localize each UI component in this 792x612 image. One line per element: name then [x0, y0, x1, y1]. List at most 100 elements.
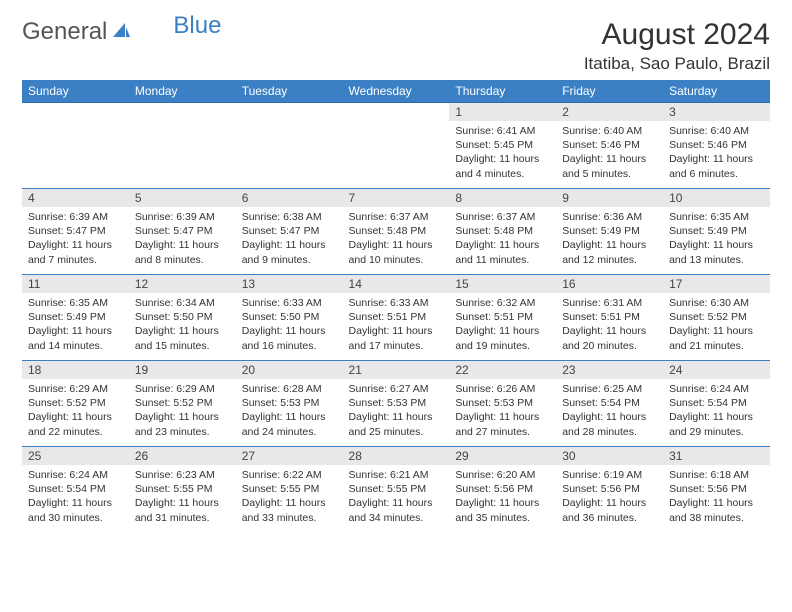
- calendar-week-row: 25Sunrise: 6:24 AMSunset: 5:54 PMDayligh…: [22, 447, 770, 533]
- sunset-text: Sunset: 5:48 PM: [455, 224, 550, 238]
- daylight-text: Daylight: 11 hours and 10 minutes.: [349, 238, 444, 266]
- sunset-text: Sunset: 5:52 PM: [28, 396, 123, 410]
- day-number: 26: [129, 447, 236, 465]
- sunrise-text: Sunrise: 6:24 AM: [28, 468, 123, 482]
- daylight-text: Daylight: 11 hours and 22 minutes.: [28, 410, 123, 438]
- day-number: 4: [22, 189, 129, 207]
- day-number: 12: [129, 275, 236, 293]
- sunrise-text: Sunrise: 6:38 AM: [242, 210, 337, 224]
- sunrise-text: Sunrise: 6:29 AM: [135, 382, 230, 396]
- calendar-day-cell: 29Sunrise: 6:20 AMSunset: 5:56 PMDayligh…: [449, 447, 556, 533]
- sunset-text: Sunset: 5:47 PM: [28, 224, 123, 238]
- daylight-text: Daylight: 11 hours and 5 minutes.: [562, 152, 657, 180]
- daylight-text: Daylight: 11 hours and 8 minutes.: [135, 238, 230, 266]
- sunrise-text: Sunrise: 6:35 AM: [28, 296, 123, 310]
- sunset-text: Sunset: 5:46 PM: [562, 138, 657, 152]
- day-details: Sunrise: 6:36 AMSunset: 5:49 PMDaylight:…: [556, 207, 663, 271]
- day-details: Sunrise: 6:26 AMSunset: 5:53 PMDaylight:…: [449, 379, 556, 443]
- sunset-text: Sunset: 5:51 PM: [455, 310, 550, 324]
- sunset-text: Sunset: 5:54 PM: [562, 396, 657, 410]
- sunrise-text: Sunrise: 6:23 AM: [135, 468, 230, 482]
- sunrise-text: Sunrise: 6:37 AM: [349, 210, 444, 224]
- sunset-text: Sunset: 5:50 PM: [135, 310, 230, 324]
- daylight-text: Daylight: 11 hours and 6 minutes.: [669, 152, 764, 180]
- sunset-text: Sunset: 5:46 PM: [669, 138, 764, 152]
- sunrise-text: Sunrise: 6:25 AM: [562, 382, 657, 396]
- day-details: Sunrise: 6:19 AMSunset: 5:56 PMDaylight:…: [556, 465, 663, 529]
- calendar-day-cell: 6Sunrise: 6:38 AMSunset: 5:47 PMDaylight…: [236, 189, 343, 275]
- calendar-day-cell: 15Sunrise: 6:32 AMSunset: 5:51 PMDayligh…: [449, 275, 556, 361]
- calendar-day-cell: 8Sunrise: 6:37 AMSunset: 5:48 PMDaylight…: [449, 189, 556, 275]
- daylight-text: Daylight: 11 hours and 25 minutes.: [349, 410, 444, 438]
- day-details: Sunrise: 6:40 AMSunset: 5:46 PMDaylight:…: [556, 121, 663, 185]
- day-header: Friday: [556, 80, 663, 103]
- sunrise-text: Sunrise: 6:26 AM: [455, 382, 550, 396]
- title-block: August 2024 Itatiba, Sao Paulo, Brazil: [584, 18, 770, 74]
- daylight-text: Daylight: 11 hours and 33 minutes.: [242, 496, 337, 524]
- calendar-body: 1Sunrise: 6:41 AMSunset: 5:45 PMDaylight…: [22, 103, 770, 533]
- sunrise-text: Sunrise: 6:37 AM: [455, 210, 550, 224]
- day-details: Sunrise: 6:34 AMSunset: 5:50 PMDaylight:…: [129, 293, 236, 357]
- sunset-text: Sunset: 5:56 PM: [455, 482, 550, 496]
- daylight-text: Daylight: 11 hours and 4 minutes.: [455, 152, 550, 180]
- daylight-text: Daylight: 11 hours and 30 minutes.: [28, 496, 123, 524]
- day-details: Sunrise: 6:23 AMSunset: 5:55 PMDaylight:…: [129, 465, 236, 529]
- sunset-text: Sunset: 5:53 PM: [242, 396, 337, 410]
- day-details: Sunrise: 6:20 AMSunset: 5:56 PMDaylight:…: [449, 465, 556, 529]
- calendar-day-cell: 1Sunrise: 6:41 AMSunset: 5:45 PMDaylight…: [449, 103, 556, 189]
- sunrise-text: Sunrise: 6:33 AM: [349, 296, 444, 310]
- day-number: 28: [343, 447, 450, 465]
- calendar-day-cell: 27Sunrise: 6:22 AMSunset: 5:55 PMDayligh…: [236, 447, 343, 533]
- sunrise-text: Sunrise: 6:36 AM: [562, 210, 657, 224]
- calendar-day-cell: 4Sunrise: 6:39 AMSunset: 5:47 PMDaylight…: [22, 189, 129, 275]
- calendar-day-cell: 24Sunrise: 6:24 AMSunset: 5:54 PMDayligh…: [663, 361, 770, 447]
- day-number: 25: [22, 447, 129, 465]
- daylight-text: Daylight: 11 hours and 23 minutes.: [135, 410, 230, 438]
- calendar-day-cell: 23Sunrise: 6:25 AMSunset: 5:54 PMDayligh…: [556, 361, 663, 447]
- calendar-day-cell: 13Sunrise: 6:33 AMSunset: 5:50 PMDayligh…: [236, 275, 343, 361]
- daylight-text: Daylight: 11 hours and 27 minutes.: [455, 410, 550, 438]
- daylight-text: Daylight: 11 hours and 34 minutes.: [349, 496, 444, 524]
- calendar-day-cell: 2Sunrise: 6:40 AMSunset: 5:46 PMDaylight…: [556, 103, 663, 189]
- calendar-day-cell: 26Sunrise: 6:23 AMSunset: 5:55 PMDayligh…: [129, 447, 236, 533]
- day-number: 21: [343, 361, 450, 379]
- sunset-text: Sunset: 5:51 PM: [562, 310, 657, 324]
- logo: General Blue: [22, 18, 221, 46]
- calendar-day-cell: 25 Sunrise: 6:24 AMSunset: 5:54 PMDayligh…: [22, 447, 129, 533]
- sunrise-text: Sunrise: 6:32 AM: [455, 296, 550, 310]
- sunrise-text: Sunrise: 6:30 AM: [669, 296, 764, 310]
- sunset-text: Sunset: 5:53 PM: [349, 396, 444, 410]
- calendar-header-row: SundayMondayTuesdayWednesdayThursdayFrid…: [22, 80, 770, 103]
- day-number: 5: [129, 189, 236, 207]
- daylight-text: Daylight: 11 hours and 9 minutes.: [242, 238, 337, 266]
- daylight-text: Daylight: 11 hours and 21 minutes.: [669, 324, 764, 352]
- sunrise-text: Sunrise: 6:39 AM: [28, 210, 123, 224]
- sunrise-text: Sunrise: 6:35 AM: [669, 210, 764, 224]
- sunset-text: Sunset: 5:47 PM: [242, 224, 337, 238]
- day-details: Sunrise: 6:37 AMSunset: 5:48 PMDaylight:…: [449, 207, 556, 271]
- header: General Blue August 2024 Itatiba, Sao Pa…: [22, 18, 770, 74]
- calendar-week-row: 4Sunrise: 6:39 AMSunset: 5:47 PMDaylight…: [22, 189, 770, 275]
- sunrise-text: Sunrise: 6:33 AM: [242, 296, 337, 310]
- calendar-day-cell: 19Sunrise: 6:29 AMSunset: 5:52 PMDayligh…: [129, 361, 236, 447]
- sunset-text: Sunset: 5:55 PM: [135, 482, 230, 496]
- day-header: Tuesday: [236, 80, 343, 103]
- sunset-text: Sunset: 5:49 PM: [28, 310, 123, 324]
- day-number: 13: [236, 275, 343, 293]
- day-number: 7: [343, 189, 450, 207]
- daylight-text: Daylight: 11 hours and 19 minutes.: [455, 324, 550, 352]
- calendar-day-cell: [129, 103, 236, 189]
- calendar-day-cell: 28Sunrise: 6:21 AMSunset: 5:55 PMDayligh…: [343, 447, 450, 533]
- sunrise-text: Sunrise: 6:39 AM: [135, 210, 230, 224]
- day-details: Sunrise: 6:27 AMSunset: 5:53 PMDaylight:…: [343, 379, 450, 443]
- calendar-week-row: 18Sunrise: 6:29 AMSunset: 5:52 PMDayligh…: [22, 361, 770, 447]
- sunrise-text: Sunrise: 6:40 AM: [562, 124, 657, 138]
- sunset-text: Sunset: 5:55 PM: [242, 482, 337, 496]
- day-details: Sunrise: 6:35 AMSunset: 5:49 PMDaylight:…: [663, 207, 770, 271]
- sail-icon: [111, 18, 131, 46]
- calendar-day-cell: 21Sunrise: 6:27 AMSunset: 5:53 PMDayligh…: [343, 361, 450, 447]
- day-number: 23: [556, 361, 663, 379]
- day-header: Thursday: [449, 80, 556, 103]
- day-number: 14: [343, 275, 450, 293]
- sunset-text: Sunset: 5:54 PM: [28, 482, 123, 496]
